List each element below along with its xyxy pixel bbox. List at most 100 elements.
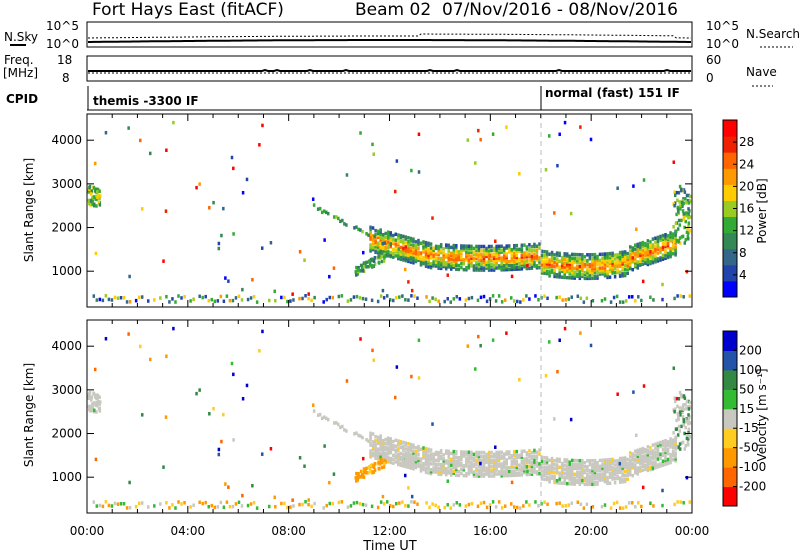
velocity-cell: [613, 463, 617, 467]
velocity-cell: [601, 462, 604, 466]
velocity-cell: [563, 458, 566, 462]
velocity-cell: [339, 425, 342, 430]
velocity-cell: [412, 451, 415, 455]
velocity-cell: [439, 468, 443, 473]
velocity-cell: [613, 477, 617, 481]
colorbar-segment: [723, 447, 737, 468]
power-cell: [677, 191, 681, 195]
power-cell: [507, 246, 511, 250]
power-cell: [608, 259, 612, 264]
nsky-label: N.Sky: [4, 30, 38, 44]
power-cell: [392, 298, 395, 303]
velocity-cell: [429, 448, 433, 452]
velocity-cell: [674, 437, 677, 441]
power-cell: [631, 246, 634, 250]
power-cell: [578, 252, 582, 257]
power-cell: [410, 288, 414, 293]
power-cell: [678, 184, 682, 189]
velocity-cell: [538, 452, 541, 456]
colorbar-segment: [723, 264, 737, 282]
velocity-cell: [332, 472, 336, 476]
power-cell: [606, 256, 609, 260]
velocity-cell: [407, 461, 410, 466]
power-cell: [171, 297, 174, 301]
colorbar-segment: [723, 467, 737, 488]
velocity-cell: [255, 506, 259, 510]
velocity-cell: [490, 460, 493, 465]
power-cell: [588, 256, 592, 261]
power-cell: [649, 250, 652, 254]
power-cell: [606, 259, 609, 264]
velocity-cell: [475, 472, 478, 476]
velocity-cell: [434, 464, 438, 468]
power-cell: [377, 260, 381, 265]
velocity-cell: [591, 468, 594, 473]
velocity-cell: [379, 434, 382, 438]
power-cell: [381, 246, 385, 251]
velocity-cell: [558, 338, 561, 343]
x-tick-label: 00:00: [675, 524, 710, 538]
velocity-cell: [641, 462, 645, 467]
power-cell: [439, 250, 443, 255]
power-cell: [652, 298, 655, 302]
velocity-cell: [664, 460, 667, 465]
velocity-cell: [611, 459, 614, 464]
power-cell: [452, 257, 456, 262]
velocity-cell: [407, 449, 410, 454]
velocity-cell: [439, 466, 443, 471]
velocity-cell: [505, 473, 508, 478]
velocity-cell: [424, 458, 428, 463]
velocity-cell: [424, 448, 428, 453]
power-cell: [661, 237, 665, 242]
velocity-cell: [507, 452, 511, 456]
power-cell: [482, 262, 486, 266]
velocity-cell: [510, 473, 513, 478]
power-cell: [561, 298, 564, 302]
velocity-cell: [553, 459, 556, 463]
velocity-cell: [684, 417, 687, 422]
velocity-cell: [379, 452, 382, 456]
velocity-cell: [422, 454, 425, 458]
velocity-cell: [432, 460, 435, 464]
velocity-cell: [651, 461, 655, 465]
power-cell: [628, 258, 632, 263]
velocity-cell: [677, 445, 681, 450]
power-cell: [500, 264, 503, 268]
power-cell: [684, 219, 687, 224]
power-cell: [591, 270, 594, 275]
velocity-cell: [326, 417, 330, 422]
velocity-cell: [666, 442, 670, 446]
power-cell: [593, 274, 597, 279]
velocity-cell: [682, 407, 685, 412]
velocity-cell: [628, 462, 632, 467]
power-cell: [578, 264, 582, 269]
power-cell: [289, 299, 292, 303]
velocity-cell: [606, 477, 609, 482]
velocity-cell: [357, 433, 360, 438]
power-cell: [606, 271, 609, 276]
velocity-cell: [474, 367, 477, 371]
velocity-cell: [371, 440, 375, 444]
nsky-tick-top: 10^5: [46, 19, 79, 33]
velocity-cell: [520, 449, 524, 454]
velocity-cell: [674, 453, 677, 457]
power-cell: [393, 189, 397, 194]
velocity-cell: [646, 454, 650, 459]
velocity-cell: [470, 460, 473, 464]
velocity-cell: [386, 438, 390, 442]
power-cell: [611, 271, 614, 275]
power-cell: [543, 253, 546, 258]
velocity-cell: [598, 478, 602, 482]
power-cell: [328, 295, 331, 300]
velocity-cell: [374, 448, 377, 453]
power-cell: [530, 260, 534, 265]
power-cell: [497, 248, 501, 253]
power-cell: [500, 300, 504, 304]
power-cell: [427, 259, 430, 263]
power-cell: [467, 246, 471, 250]
power-cell: [394, 238, 398, 242]
velocity-cell: [298, 456, 302, 460]
power-cell: [553, 264, 556, 269]
power-cell: [555, 295, 558, 300]
power-cell: [374, 238, 377, 243]
